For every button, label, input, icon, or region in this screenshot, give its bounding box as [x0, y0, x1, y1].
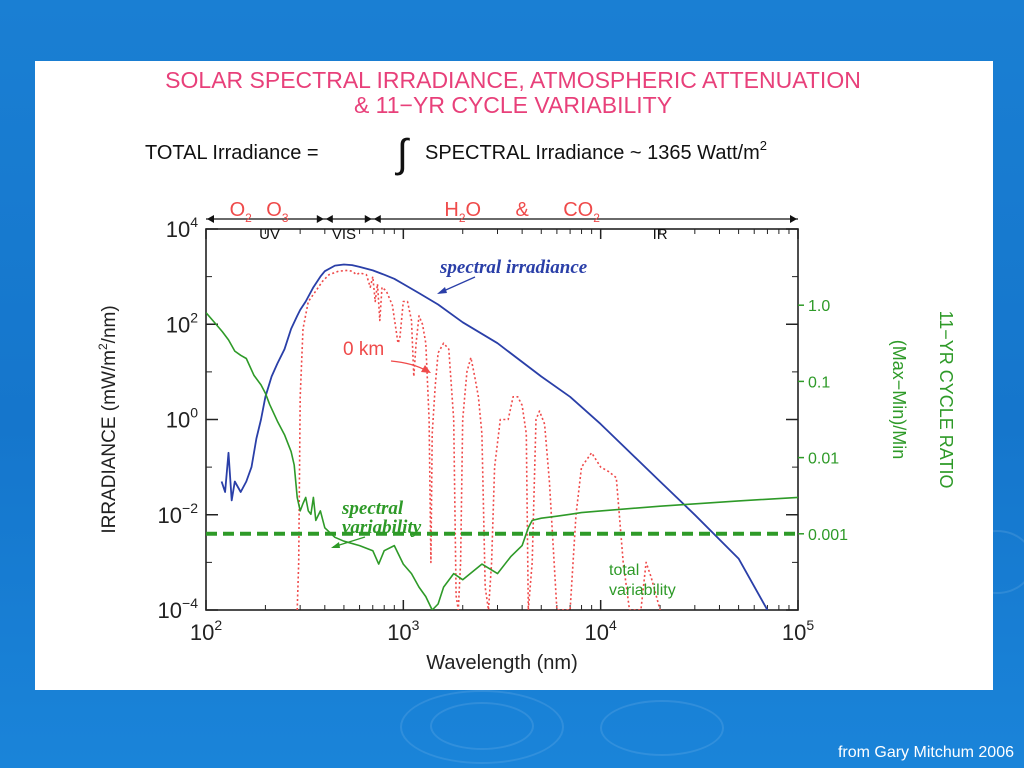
chart-title-line-1: SOLAR SPECTRAL IRRADIANCE, ATMOSPHERIC A…	[165, 67, 861, 93]
absorber-o2: O2	[230, 199, 253, 225]
y-right-tick-label: 0.001	[808, 527, 848, 544]
x-tick-label: 103	[387, 617, 419, 645]
arrowhead-spectral-variability	[331, 542, 340, 548]
x-tick-label: 102	[190, 617, 222, 645]
arrowhead-0-km	[421, 365, 431, 373]
y-right-tick-label: 0.01	[808, 451, 839, 468]
y-right-tick-label: 0.1	[808, 374, 830, 391]
absorber-co2: CO2	[563, 199, 600, 225]
series-spectral-irradiance	[220, 263, 769, 610]
source-credit: from Gary Mitchum 2006	[837, 744, 1014, 761]
y-left-tick-label: 104	[166, 214, 198, 242]
y-right-tick-label: 1.0	[808, 298, 830, 315]
y-left-axis-label: IRRADIANCE (mW/m2/nm)	[96, 305, 120, 533]
band-arrowhead	[207, 215, 214, 223]
absorber-o3: O3	[266, 199, 289, 225]
decorative-ripple	[430, 702, 534, 750]
label-spectral-irradiance: spectral irradiance	[439, 257, 588, 278]
y-left-tick-label: 10−2	[158, 500, 199, 528]
label-0-km: 0 km	[343, 339, 384, 360]
equation-rhs: SPECTRAL Irradiance ~ 1365 Watt/m2	[425, 138, 767, 164]
x-tick-label: 104	[585, 617, 617, 645]
equation-lhs: TOTAL Irradiance =	[145, 142, 319, 164]
decorative-ripple	[400, 690, 564, 764]
label-total-variability-2: variability	[609, 582, 676, 599]
y-left-tick-label: 100	[166, 405, 198, 433]
y-right-axis-label: 11−YR CYCLE RATIO	[936, 311, 956, 489]
arrowhead-spectral-irradiance	[437, 287, 447, 294]
x-axis-label: Wavelength (nm)	[426, 652, 578, 674]
series-0-km	[296, 269, 661, 610]
x-tick-label: 105	[782, 617, 814, 645]
plot-frame	[205, 228, 799, 611]
band-label-uv: UV	[259, 226, 280, 243]
integral-sign: ∫	[395, 132, 411, 176]
y-right-axis-label: (Max−Min)/Min	[889, 340, 909, 460]
solar-irradiance-chart: SOLAR SPECTRAL IRRADIANCE, ATMOSPHERIC A…	[96, 67, 956, 674]
band-arrowhead	[790, 215, 797, 223]
band-label-vis: VIS	[332, 226, 356, 243]
band-arrowhead	[316, 215, 324, 223]
label-spectral-variability-1: spectral	[341, 498, 404, 519]
chart-title-line-2: & 11−YR CYCLE VARIABILITY	[354, 92, 672, 118]
band-arrowhead	[364, 215, 372, 223]
band-arrowhead	[325, 215, 333, 223]
label-spectral-variability-2: variability	[342, 517, 422, 538]
series-spectral-variability	[206, 312, 798, 610]
absorber-h2o: H2O	[444, 199, 481, 225]
absorber-amp: &	[515, 199, 529, 221]
slide-panel: SOLAR SPECTRAL IRRADIANCE, ATMOSPHERIC A…	[35, 61, 993, 690]
arrow-0-km	[390, 360, 428, 372]
series-group	[206, 263, 798, 610]
y-left-tick-label: 10−4	[158, 595, 199, 623]
band-label-ir: IR	[653, 226, 668, 243]
decorative-ripple	[600, 700, 724, 756]
label-total-variability-1: total	[609, 562, 639, 579]
band-arrowhead	[373, 215, 381, 223]
y-left-tick-label: 102	[166, 309, 198, 337]
